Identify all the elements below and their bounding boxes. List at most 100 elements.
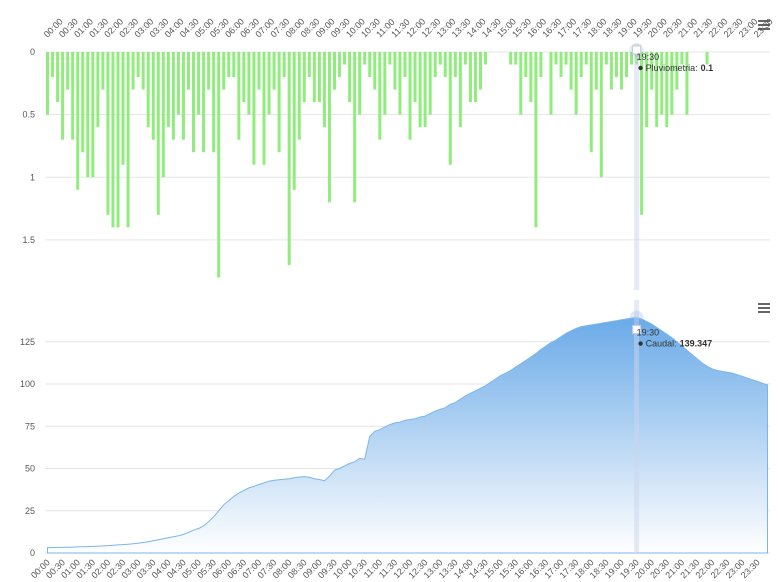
bar	[252, 52, 256, 165]
area	[47, 317, 768, 554]
bar	[76, 52, 80, 190]
bar	[116, 52, 120, 228]
bar	[207, 52, 211, 90]
bar	[509, 52, 513, 65]
bar	[317, 52, 321, 103]
bar	[368, 52, 372, 78]
menu-icon[interactable]	[758, 303, 770, 313]
bar	[403, 52, 407, 78]
bar	[584, 52, 588, 65]
y-tick-label: 125	[20, 337, 35, 347]
bar	[484, 52, 488, 65]
bar	[247, 52, 251, 115]
bar	[307, 52, 311, 78]
bar	[232, 52, 236, 78]
bar	[569, 52, 573, 90]
bar	[418, 52, 422, 128]
bar	[51, 52, 55, 78]
bar	[66, 52, 70, 90]
tooltip-name: Pluviometria:	[646, 63, 698, 73]
bar	[106, 52, 110, 215]
y-tick-label: 75	[25, 421, 35, 431]
bar	[640, 52, 644, 215]
bar	[383, 52, 387, 115]
bar	[302, 52, 306, 103]
y-tick-label: 1	[30, 172, 35, 182]
bar	[287, 52, 291, 265]
bar	[111, 52, 115, 228]
bar	[438, 52, 442, 65]
bar	[479, 52, 483, 90]
bar	[267, 52, 271, 115]
bar	[171, 52, 175, 140]
bar	[625, 52, 629, 78]
bar	[343, 52, 347, 65]
bar	[121, 52, 125, 165]
bar	[534, 52, 538, 228]
bar	[398, 52, 402, 115]
y-tick-label: 25	[25, 506, 35, 516]
bar	[181, 52, 185, 140]
hover-point	[632, 45, 642, 55]
bar	[176, 52, 180, 115]
bar	[146, 52, 150, 128]
y-tick-label: 50	[25, 464, 35, 474]
bar	[655, 52, 659, 128]
bar	[322, 52, 326, 128]
bar	[574, 52, 578, 115]
bar	[609, 52, 613, 90]
bar	[645, 52, 649, 128]
bar	[222, 52, 226, 90]
bar	[458, 52, 462, 128]
bar	[282, 52, 286, 78]
bar	[423, 52, 427, 128]
bar	[197, 52, 201, 115]
y-tick-label: 0	[30, 47, 35, 57]
bar	[675, 52, 679, 90]
bar	[564, 52, 568, 65]
bar	[413, 52, 417, 103]
bar	[212, 52, 216, 153]
bar	[242, 52, 246, 103]
bar	[262, 52, 266, 165]
bar	[166, 52, 170, 128]
bar	[292, 52, 296, 190]
bar	[277, 52, 281, 153]
tooltip-text: Caudal: 139.347	[646, 339, 713, 349]
bar	[408, 52, 412, 140]
bar	[126, 52, 130, 228]
bar	[705, 52, 709, 65]
bar	[519, 52, 523, 115]
bar	[156, 52, 160, 215]
bar	[91, 52, 95, 178]
bar	[46, 52, 50, 115]
tooltip-time: 19:30	[637, 52, 660, 62]
bar	[529, 52, 533, 103]
bar	[272, 52, 276, 90]
bar	[680, 52, 684, 65]
crosshair	[634, 44, 640, 290]
bar	[524, 52, 528, 78]
bar	[192, 52, 196, 153]
bar	[141, 52, 145, 90]
bar	[660, 52, 664, 115]
bar	[378, 52, 382, 140]
tooltip-time: 19:30	[637, 328, 660, 338]
bar	[86, 52, 90, 178]
bar	[161, 52, 165, 178]
hover-point	[632, 325, 642, 335]
tooltip-name: Caudal:	[646, 339, 677, 349]
bar	[136, 52, 140, 78]
bar	[71, 52, 75, 140]
crosshair	[634, 300, 640, 553]
tooltip-bullet	[638, 341, 643, 346]
bar	[433, 52, 437, 78]
bar	[559, 52, 563, 78]
bar	[312, 52, 316, 103]
bar	[463, 52, 467, 65]
menu-icon[interactable]	[758, 20, 770, 30]
bar	[514, 52, 518, 65]
bar	[468, 52, 472, 103]
